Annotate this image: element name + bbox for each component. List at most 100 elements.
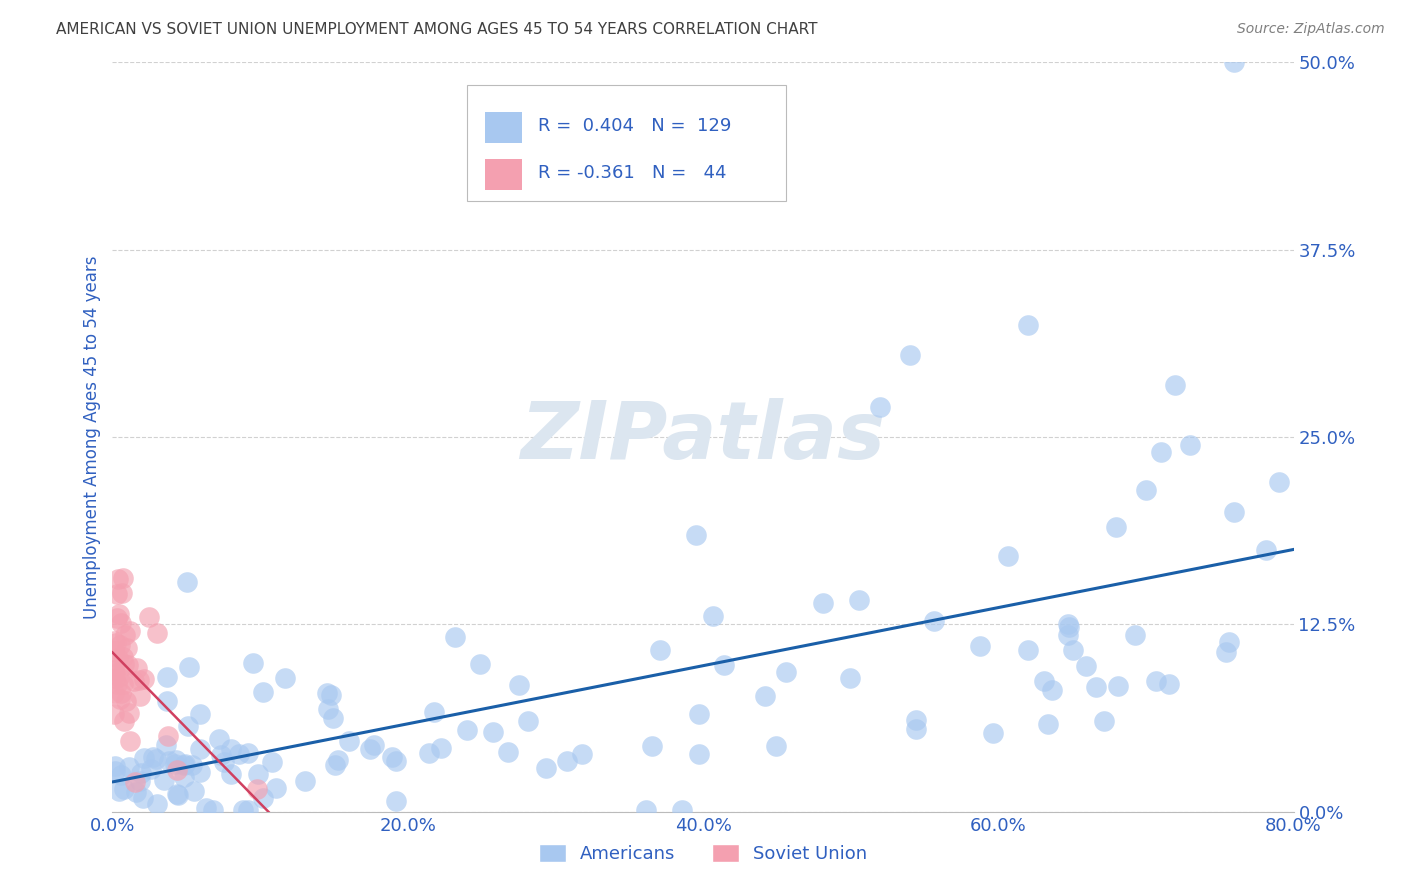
Point	[103, 633, 125, 648]
Point	[108, 670, 131, 684]
Point	[969, 640, 991, 654]
Point	[115, 693, 138, 707]
Point	[177, 719, 200, 733]
Point	[117, 658, 139, 673]
Point	[112, 677, 135, 691]
Point	[157, 754, 180, 768]
Point	[848, 592, 870, 607]
Point	[1254, 542, 1277, 557]
Point	[1123, 628, 1146, 642]
Point	[118, 760, 141, 774]
Point	[139, 762, 162, 776]
Point	[1105, 520, 1128, 534]
Point	[1164, 377, 1187, 392]
Point	[456, 723, 478, 738]
Point	[165, 753, 187, 767]
Point	[634, 803, 657, 817]
Point	[181, 758, 204, 772]
Point	[212, 755, 235, 769]
Point	[775, 665, 797, 679]
Point	[122, 673, 145, 688]
Point	[125, 785, 148, 799]
Point	[104, 759, 127, 773]
Point	[381, 750, 404, 764]
Point	[221, 742, 243, 756]
Point	[1107, 679, 1129, 693]
Point	[156, 694, 179, 708]
Point	[534, 761, 557, 775]
Point	[517, 714, 540, 729]
Point	[183, 784, 205, 798]
Point	[1057, 617, 1080, 632]
Point	[173, 771, 195, 785]
Point	[498, 745, 520, 759]
Point	[128, 673, 150, 687]
Point	[156, 729, 179, 743]
Point	[103, 686, 125, 700]
Point	[110, 767, 132, 781]
Point	[166, 787, 188, 801]
Point	[904, 713, 927, 727]
Point	[1218, 635, 1240, 649]
Point	[104, 667, 127, 681]
Point	[174, 757, 197, 772]
Point	[115, 640, 138, 655]
Point	[1157, 676, 1180, 690]
Point	[129, 765, 152, 780]
Point	[108, 783, 131, 797]
Text: ZIPatlas: ZIPatlas	[520, 398, 886, 476]
Point	[103, 664, 125, 678]
Point	[111, 650, 134, 665]
Point	[118, 706, 141, 720]
Point	[105, 587, 128, 601]
Point	[322, 711, 344, 725]
Point	[423, 705, 446, 719]
FancyBboxPatch shape	[467, 85, 786, 201]
Point	[869, 400, 891, 414]
Point	[236, 747, 259, 761]
Point	[321, 689, 343, 703]
Point	[173, 758, 195, 772]
Point	[252, 685, 274, 699]
Point	[430, 741, 453, 756]
Point	[108, 607, 131, 621]
Point	[316, 686, 339, 700]
Point	[326, 752, 349, 766]
Point	[112, 714, 135, 729]
Point	[107, 610, 129, 624]
Point	[1223, 55, 1246, 70]
Point	[236, 803, 259, 817]
Point	[108, 638, 131, 652]
Point	[1223, 505, 1246, 519]
Text: AMERICAN VS SOVIET UNION UNEMPLOYMENT AMONG AGES 45 TO 54 YEARS CORRELATION CHAR: AMERICAN VS SOVIET UNION UNEMPLOYMENT AM…	[56, 22, 818, 37]
Point	[155, 738, 177, 752]
Point	[112, 657, 135, 671]
Y-axis label: Unemployment Among Ages 45 to 54 years: Unemployment Among Ages 45 to 54 years	[83, 255, 101, 619]
Point	[128, 774, 150, 789]
Point	[179, 660, 201, 674]
Point	[702, 609, 724, 624]
Point	[688, 747, 710, 761]
Point	[103, 643, 125, 657]
Point	[754, 690, 776, 704]
Point	[134, 672, 156, 686]
Text: Source: ZipAtlas.com: Source: ZipAtlas.com	[1237, 22, 1385, 37]
Point	[1017, 643, 1039, 657]
Point	[166, 763, 188, 777]
Point	[648, 643, 671, 657]
Point	[363, 738, 385, 752]
Point	[146, 626, 169, 640]
Point	[688, 706, 710, 721]
Point	[156, 670, 179, 684]
Point	[104, 672, 127, 686]
Point	[316, 702, 339, 716]
Text: R =  0.404   N =  129: R = 0.404 N = 129	[537, 117, 731, 135]
Point	[1092, 714, 1115, 728]
Point	[104, 764, 127, 779]
Point	[765, 739, 787, 753]
Point	[145, 752, 167, 766]
Point	[107, 573, 129, 587]
Point	[685, 528, 707, 542]
Point	[266, 780, 288, 795]
Point	[1178, 437, 1201, 451]
